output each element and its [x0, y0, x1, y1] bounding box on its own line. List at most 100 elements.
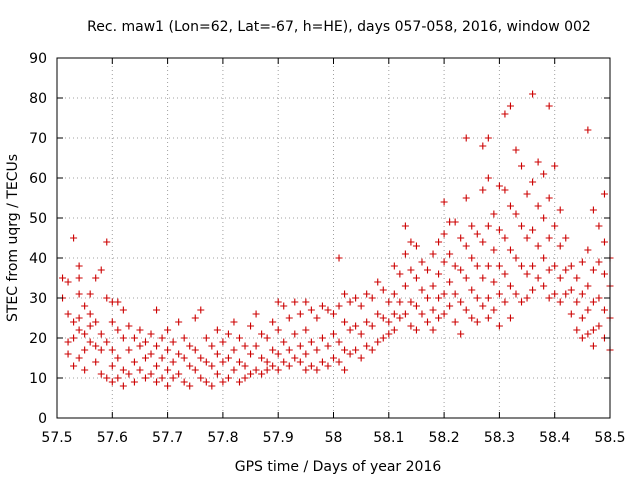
data-point	[545, 194, 553, 202]
data-point	[318, 334, 326, 342]
data-point	[97, 370, 105, 378]
data-point	[506, 314, 514, 322]
data-point	[490, 210, 498, 218]
data-point	[119, 306, 127, 314]
data-point	[462, 274, 470, 282]
data-point	[119, 334, 127, 342]
data-point	[446, 278, 454, 286]
data-point	[103, 338, 111, 346]
data-point	[401, 250, 409, 258]
data-point	[341, 366, 349, 374]
data-point	[407, 322, 415, 330]
data-point	[136, 342, 144, 350]
data-point	[153, 342, 161, 350]
data-point	[241, 362, 249, 370]
data-point	[518, 162, 526, 170]
x-axis-label: GPS time / Days of year 2016	[235, 459, 442, 475]
data-point	[130, 358, 138, 366]
data-point	[357, 302, 365, 310]
data-point	[412, 242, 420, 250]
data-point	[479, 238, 487, 246]
data-point	[551, 262, 559, 270]
data-point	[412, 302, 420, 310]
data-point	[208, 362, 216, 370]
data-point	[114, 298, 122, 306]
data-point	[506, 246, 514, 254]
data-point	[495, 322, 503, 330]
data-point	[235, 378, 243, 386]
data-point	[103, 374, 111, 382]
data-point	[584, 126, 592, 134]
data-point	[108, 362, 116, 370]
data-point	[269, 318, 277, 326]
data-point	[468, 254, 476, 262]
data-point	[75, 262, 83, 270]
data-point	[213, 326, 221, 334]
data-point	[484, 294, 492, 302]
data-point	[562, 234, 570, 242]
data-point	[186, 362, 194, 370]
x-tick-label: 58.5	[594, 430, 625, 446]
data-point	[247, 322, 255, 330]
data-point	[330, 330, 337, 338]
data-point	[313, 346, 321, 354]
data-point	[540, 254, 548, 262]
data-point	[501, 270, 509, 278]
data-point	[523, 234, 531, 242]
data-point	[418, 258, 426, 266]
data-point	[296, 358, 304, 366]
data-point	[545, 234, 553, 242]
data-point	[589, 342, 597, 350]
data-point	[573, 298, 581, 306]
data-point	[136, 326, 144, 334]
data-point	[147, 370, 155, 378]
data-point	[169, 358, 177, 366]
data-point	[197, 306, 205, 314]
data-point	[274, 366, 282, 374]
data-point	[484, 262, 492, 270]
data-point	[230, 366, 238, 374]
x-tick-label: 57.8	[207, 430, 238, 446]
data-point	[600, 306, 608, 314]
data-point	[407, 238, 415, 246]
data-point	[274, 298, 282, 306]
data-point	[346, 350, 354, 358]
data-point	[457, 298, 465, 306]
data-point	[457, 266, 465, 274]
data-point	[285, 314, 293, 322]
data-point	[468, 286, 476, 294]
data-point	[600, 270, 608, 278]
data-point	[230, 346, 238, 354]
data-point	[473, 262, 481, 270]
data-point	[81, 366, 89, 374]
data-point	[92, 274, 100, 282]
data-point	[446, 250, 454, 258]
data-point	[368, 322, 376, 330]
data-point	[589, 326, 597, 334]
data-point	[490, 278, 498, 286]
data-point	[595, 322, 603, 330]
data-point	[589, 266, 597, 274]
data-points	[59, 90, 614, 390]
x-tick-label: 58.2	[429, 430, 460, 446]
data-point	[114, 374, 122, 382]
data-point	[147, 330, 155, 338]
data-point	[59, 274, 67, 282]
data-point	[274, 350, 282, 358]
data-point	[567, 310, 575, 318]
data-point	[269, 346, 277, 354]
plot-frame	[56, 57, 611, 419]
data-point	[136, 366, 144, 374]
data-point	[307, 338, 315, 346]
data-point	[479, 186, 487, 194]
data-point	[435, 238, 443, 246]
data-point	[213, 370, 221, 378]
data-point	[396, 298, 404, 306]
y-tick-label: 40	[29, 251, 47, 267]
data-point	[296, 310, 304, 318]
x-tick-labels: 57.5 57.6 57.7 57.8 57.9 58 58.1 58.2 58.3 58.4 58…	[41, 430, 625, 446]
y-axis-label: STEC from uqrg / TECUs	[5, 154, 21, 322]
data-point	[573, 274, 581, 282]
data-point	[584, 330, 592, 338]
data-point	[385, 298, 393, 306]
